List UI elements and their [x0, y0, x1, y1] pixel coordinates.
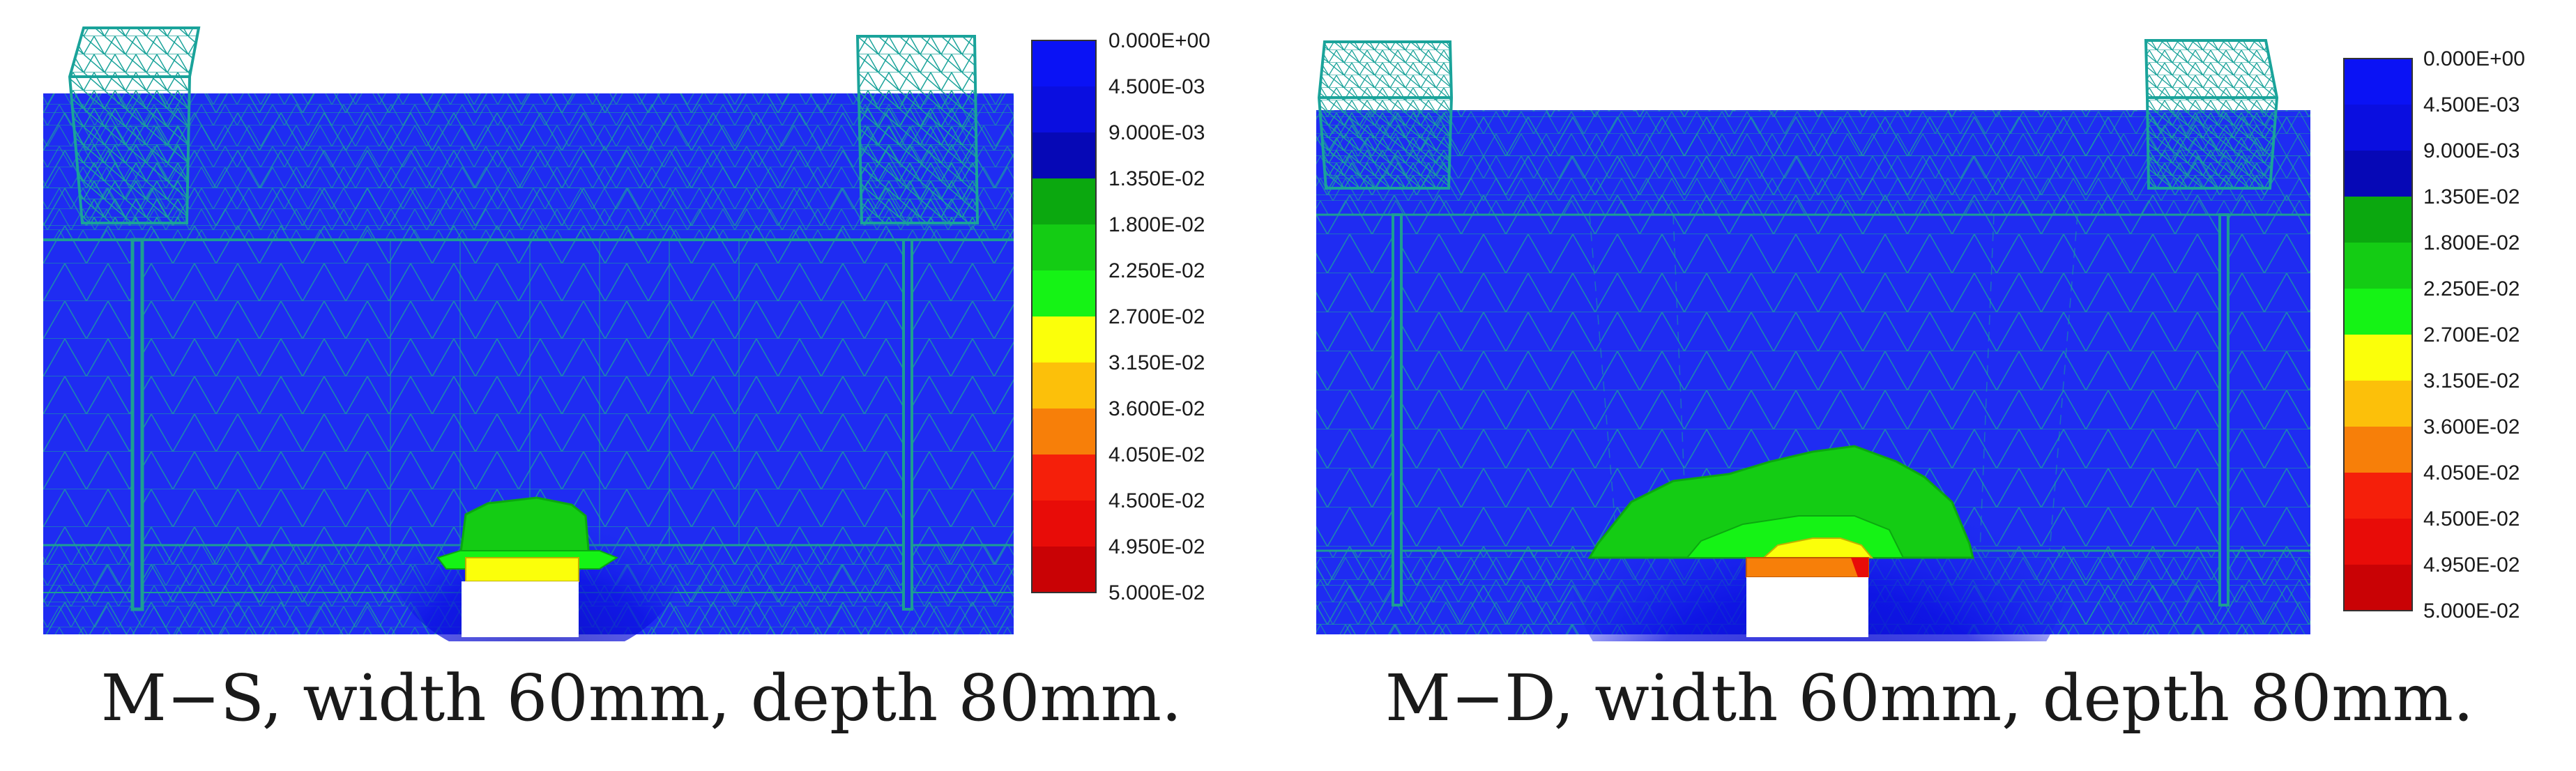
simulation-plot-m-d: 0.000E+00 4.500E-03 9.000E-03 1.350E-02 1.80…	[1316, 39, 2525, 641]
legend-label: 3.150E-02	[1108, 351, 1205, 374]
legend-swatch	[2344, 243, 2412, 289]
legend-label: 9.000E-03	[2423, 139, 2520, 162]
legend-frame	[2343, 58, 2413, 611]
legend-label: 2.250E-02	[1108, 259, 1205, 282]
legend-swatch	[1032, 409, 1096, 455]
load-block-right	[2144, 39, 2279, 190]
legend-label: 0.000E+00	[2423, 47, 2525, 70]
legend-swatch	[2344, 427, 2412, 473]
legend-swatch	[2344, 197, 2412, 243]
column-right	[902, 238, 913, 611]
legend: 0.000E+00 4.500E-03 9.000E-03 1.350E-02 1.80…	[1031, 29, 1210, 604]
legend-label: 4.500E-03	[1108, 75, 1205, 98]
legend-swatch	[1032, 40, 1096, 86]
panel-m-d: 0.000E+00 4.500E-03 9.000E-03 1.350E-02 1.80…	[1283, 0, 2576, 771]
legend-label: 4.500E-02	[2423, 507, 2520, 530]
legend: 0.000E+00 4.500E-03 9.000E-03 1.350E-02 1.80…	[2343, 47, 2525, 623]
legend-label: 3.600E-02	[1108, 397, 1205, 420]
upper-fine-mesh	[43, 93, 1014, 240]
upper-fine-mesh	[1316, 110, 2310, 215]
legend-swatch	[1032, 316, 1096, 362]
legend-label: 4.500E-03	[2423, 93, 2520, 116]
legend-label: 3.150E-02	[2423, 369, 2520, 392]
contour-orange	[1746, 557, 1869, 578]
column-right	[2218, 213, 2230, 606]
column-left	[1392, 213, 1403, 606]
legend-swatch	[2344, 289, 2412, 335]
legend-label: 5.000E-02	[1108, 581, 1205, 604]
legend-label: 3.600E-02	[2423, 415, 2520, 438]
legend-swatch	[1032, 362, 1096, 409]
legend-label: 1.800E-02	[2423, 231, 2520, 254]
contour-green	[459, 496, 590, 559]
load-block-right	[855, 35, 980, 224]
legend-label: 0.000E+00	[1108, 29, 1210, 52]
legend-swatch	[1032, 547, 1096, 593]
legend-swatch	[2344, 59, 2412, 105]
legend-label: 4.050E-02	[2423, 461, 2520, 484]
legend-swatch	[2344, 565, 2412, 611]
deformation-contour	[390, 453, 683, 641]
legend-label: 1.350E-02	[2423, 185, 2520, 208]
legend-label: 9.000E-03	[1108, 121, 1205, 144]
legend-swatch	[1032, 455, 1096, 501]
legend-label: 4.950E-02	[2423, 554, 2520, 577]
legend-swatch	[2344, 381, 2412, 427]
legend-swatch	[2344, 519, 2412, 565]
legend-swatch	[1032, 270, 1096, 316]
cavity-opening	[1746, 577, 1868, 637]
panel-m-s: 0.000E+00 4.500E-03 9.000E-03 1.350E-02 1.80…	[0, 0, 1283, 771]
column-left	[130, 238, 144, 611]
deformation-contour	[1569, 362, 2071, 641]
legend-label: 1.350E-02	[1108, 167, 1205, 190]
contour-yellow	[465, 557, 579, 582]
cavity-opening	[462, 581, 579, 637]
legend-label: 2.700E-02	[2423, 323, 2520, 346]
legend-swatch	[1032, 501, 1096, 547]
legend-swatch	[2344, 473, 2412, 519]
legend-label: 4.950E-02	[1108, 535, 1205, 558]
load-block-left	[68, 26, 201, 224]
legend-swatch	[2344, 105, 2412, 151]
caption: M−S, width 60mm, depth 80mm.	[100, 661, 1182, 735]
legend-swatch	[2344, 335, 2412, 381]
legend-swatch	[1032, 178, 1096, 224]
legend-label: 4.500E-02	[1108, 489, 1205, 512]
legend-swatch	[1032, 224, 1096, 270]
legend-frame	[1031, 40, 1097, 593]
caption: M−D, width 60mm, depth 80mm.	[1385, 661, 2474, 735]
simulation-plot-m-s: 0.000E+00 4.500E-03 9.000E-03 1.350E-02 1.80…	[43, 26, 1210, 641]
legend-swatch	[2344, 151, 2412, 197]
contour-red	[1851, 558, 1868, 577]
legend-label: 4.050E-02	[1108, 443, 1205, 466]
legend-label: 1.800E-02	[1108, 213, 1205, 236]
load-block-left	[1317, 40, 1454, 190]
legend-label: 2.250E-02	[2423, 277, 2520, 300]
legend-swatch	[1032, 86, 1096, 132]
legend-label: 5.000E-02	[2423, 600, 2520, 623]
legend-label: 2.700E-02	[1108, 305, 1205, 328]
legend-swatch	[1032, 132, 1096, 178]
contour-yellow	[1762, 537, 1874, 558]
